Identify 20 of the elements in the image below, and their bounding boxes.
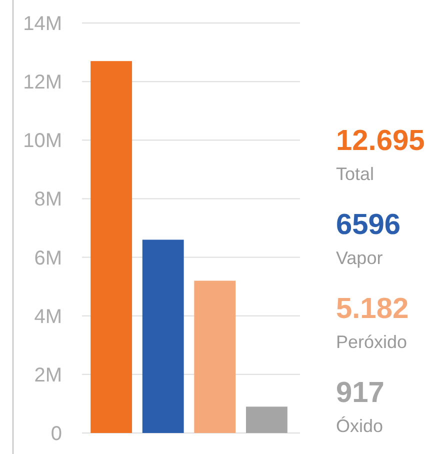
text: 6596 (336, 209, 401, 241)
text: 5.182 (336, 293, 409, 325)
text: 917 (336, 377, 384, 409)
bar (246, 406, 288, 433)
y-tick-label: 8M (34, 188, 62, 211)
text: Óxido (336, 416, 384, 436)
y-tick-label: 4M (34, 306, 62, 328)
y-tick-label: 6M (34, 247, 62, 270)
text: 12.695 (336, 125, 425, 157)
y-tick-label: 10M (23, 130, 62, 152)
bar (90, 61, 132, 433)
y-tick-label: 14M (23, 13, 62, 35)
y-tick-label: 2M (34, 364, 62, 386)
bar (142, 240, 184, 433)
text: Peróxido (336, 332, 408, 352)
text: Vapor (336, 248, 383, 268)
y-tick-label: 0 (50, 423, 62, 445)
y-tick-label: 12M (23, 72, 62, 94)
text: Total (336, 164, 374, 184)
bar (194, 280, 236, 433)
